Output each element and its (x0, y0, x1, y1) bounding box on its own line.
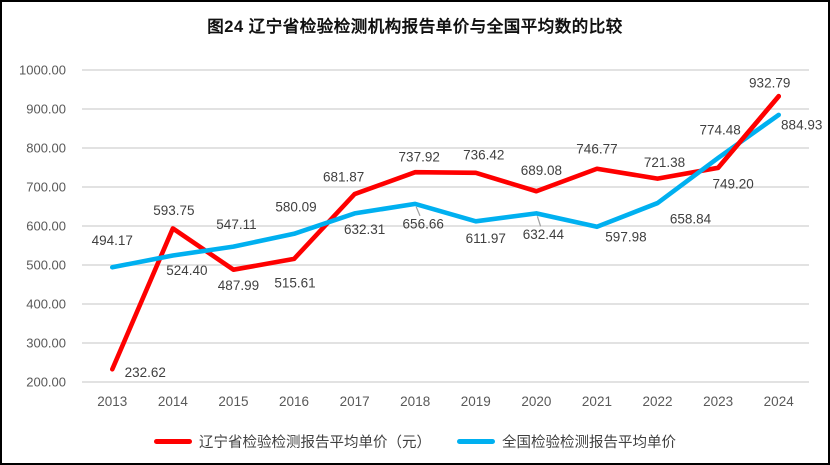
series-line-1 (109, 112, 782, 270)
x-tick-label: 2022 (643, 394, 673, 409)
y-tick-label: 800.00 (26, 141, 66, 156)
legend-item-liaoning: 辽宁省检验检测报告平均单价（元） (154, 431, 431, 452)
leader-line (415, 206, 421, 217)
legend-line-swatch-red (154, 439, 192, 444)
x-tick-label: 2024 (764, 394, 795, 409)
y-tick-label: 300.00 (26, 336, 66, 351)
data-label: 632.31 (344, 222, 385, 237)
chart-legend: 辽宁省检验检测报告平均单价（元） 全国检验检测报告平均单价 (2, 431, 828, 452)
data-label: 884.93 (781, 117, 822, 132)
y-tick-label: 200.00 (26, 375, 66, 390)
x-tick-label: 2013 (97, 394, 127, 409)
data-label: 524.40 (166, 263, 207, 278)
data-label: 487.99 (218, 278, 259, 293)
x-tick-label: 2016 (279, 394, 309, 409)
series-line-0 (109, 93, 782, 372)
y-tick-label: 1000.00 (19, 63, 66, 78)
data-label: 494.17 (92, 233, 133, 248)
data-label: 632.44 (523, 227, 565, 242)
data-label: 656.66 (403, 216, 444, 231)
legend-label-liaoning: 辽宁省检验检测报告平均单价（元） (199, 435, 431, 451)
data-label: 932.79 (749, 76, 790, 91)
x-tick-label: 2021 (582, 394, 612, 409)
y-tick-label: 700.00 (26, 180, 66, 195)
data-label: 547.11 (216, 217, 256, 232)
data-label: 749.20 (712, 176, 753, 191)
x-tick-label: 2019 (461, 394, 491, 409)
y-tick-label: 500.00 (26, 258, 66, 273)
data-label: 232.62 (125, 365, 166, 380)
x-tick-label: 2018 (400, 394, 430, 409)
x-tick-label: 2015 (218, 394, 248, 409)
x-tick-label: 2014 (158, 394, 189, 409)
data-label: 611.97 (466, 231, 506, 246)
data-label: 597.98 (605, 229, 646, 244)
chart-title: 图24 辽宁省检验检测机构报告单价与全国平均数的比较 (207, 18, 623, 36)
y-tick-label: 400.00 (26, 297, 66, 312)
data-label: 736.42 (463, 147, 504, 162)
data-label: 774.48 (699, 122, 740, 137)
series-line-overdraw (715, 93, 782, 171)
x-tick-label: 2023 (703, 394, 733, 409)
data-label: 580.09 (275, 199, 316, 214)
y-tick-label: 600.00 (26, 219, 66, 234)
legend-label-national: 全国检验检测报告平均单价 (502, 435, 676, 451)
data-label: 689.08 (521, 163, 562, 178)
y-tick-label: 900.00 (26, 102, 66, 117)
data-label: 721.38 (644, 155, 685, 170)
line-chart-plot: 200.00 300.00 400.00 500.00 600.00 700.00 800.… (19, 63, 822, 410)
data-label: 746.77 (576, 141, 617, 156)
data-label: 737.92 (399, 150, 440, 165)
x-tick-label: 2017 (340, 394, 370, 409)
legend-line-swatch-blue (457, 439, 495, 444)
data-label: 681.87 (323, 170, 364, 185)
data-label: 593.75 (153, 203, 194, 218)
data-label: 515.61 (274, 275, 315, 290)
data-label: 658.84 (670, 212, 712, 227)
x-tick-label: 2020 (521, 394, 551, 409)
leader-line (536, 216, 542, 227)
legend-item-national: 全国检验检测报告平均单价 (457, 431, 676, 452)
